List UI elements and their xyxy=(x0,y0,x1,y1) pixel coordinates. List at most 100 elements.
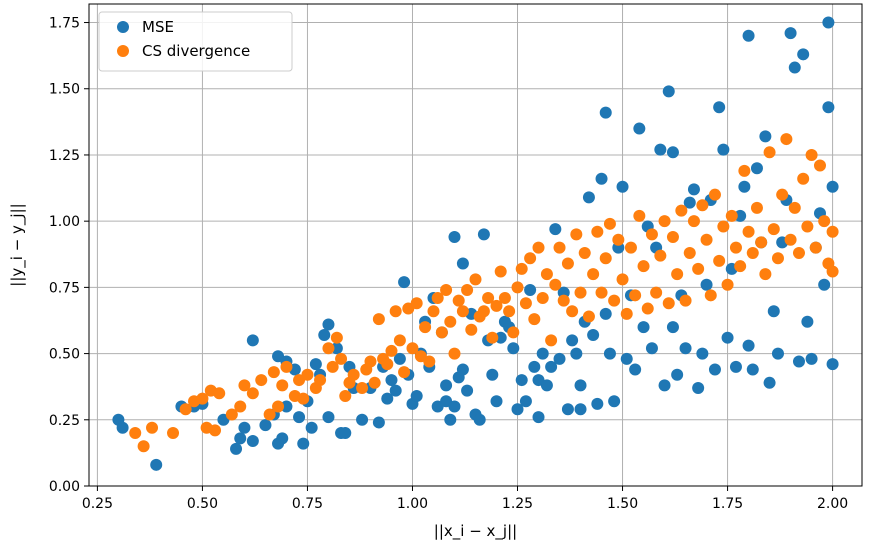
mse-point xyxy=(238,421,251,434)
mse-point xyxy=(532,411,545,424)
cs-divergence-point xyxy=(708,188,721,201)
mse-point xyxy=(574,403,587,416)
cs-divergence-point xyxy=(662,297,675,310)
cs-divergence-point xyxy=(452,294,465,307)
cs-divergence-point xyxy=(666,231,679,244)
cs-divergence-point xyxy=(356,382,369,395)
cs-divergence-point xyxy=(326,360,339,373)
mse-point xyxy=(599,106,612,119)
mse-point xyxy=(792,355,805,368)
cs-divergence-point xyxy=(477,305,490,318)
mse-point xyxy=(566,334,579,347)
cs-divergence-point xyxy=(528,313,541,326)
cs-divergence-point xyxy=(658,215,671,228)
mse-point xyxy=(620,352,633,365)
y-tick-label: 1.50 xyxy=(49,82,80,98)
mse-point xyxy=(801,315,814,328)
mse-point xyxy=(515,374,528,387)
cs-divergence-point xyxy=(490,299,503,312)
cs-divergence-point xyxy=(675,204,688,217)
mse-point xyxy=(440,379,453,392)
mse-point xyxy=(658,379,671,392)
cs-divergence-point xyxy=(368,376,381,389)
cs-divergence-point xyxy=(767,223,780,236)
cs-divergence-point xyxy=(301,368,314,381)
mse-point xyxy=(448,231,461,244)
mse-point xyxy=(297,437,310,450)
mse-point xyxy=(616,180,629,193)
y-tick-label: 1.75 xyxy=(49,16,80,32)
mse-point xyxy=(683,196,696,209)
cs-divergence-point xyxy=(137,440,150,453)
mse-point xyxy=(591,397,604,410)
cs-divergence-point xyxy=(209,424,222,437)
cs-divergence-point xyxy=(536,291,549,304)
cs-divergence-point xyxy=(545,334,558,347)
cs-divergence-point xyxy=(335,352,348,365)
mse-point xyxy=(524,284,537,297)
mse-point xyxy=(637,321,650,334)
cs-divergence-point xyxy=(826,225,839,238)
cs-divergence-point xyxy=(314,374,327,387)
cs-divergence-point xyxy=(263,408,276,421)
cs-divergence-point xyxy=(721,278,734,291)
x-tick-label: 0.50 xyxy=(187,496,218,512)
mse-point xyxy=(305,421,318,434)
cs-divergence-point xyxy=(322,342,335,355)
cs-divergence-point xyxy=(776,188,789,201)
cs-divergence-point xyxy=(482,291,495,304)
cs-divergence-point xyxy=(700,233,713,246)
mse-point xyxy=(150,458,163,471)
cs-divergence-point xyxy=(696,199,709,212)
y-tick-label: 1.00 xyxy=(49,214,80,230)
cs-divergence-point xyxy=(255,374,268,387)
mse-point xyxy=(322,411,335,424)
mse-point xyxy=(742,29,755,42)
cs-divergence-point xyxy=(389,305,402,318)
cs-divergence-point xyxy=(818,215,831,228)
mse-point xyxy=(692,382,705,395)
mse-point xyxy=(553,352,566,365)
cs-divergence-point xyxy=(440,284,453,297)
mse-point xyxy=(595,172,608,185)
mse-point xyxy=(750,162,763,175)
mse-point xyxy=(456,257,469,270)
mse-point xyxy=(713,101,726,114)
mse-point xyxy=(797,48,810,61)
cs-divergence-point xyxy=(267,366,280,379)
cs-divergence-point xyxy=(129,427,142,440)
mse-point xyxy=(456,363,469,376)
cs-divergence-point xyxy=(167,427,180,440)
mse-point xyxy=(759,130,772,143)
mse-point xyxy=(721,331,734,344)
legend-marker-cs-divergence xyxy=(117,45,129,57)
cs-divergence-point xyxy=(515,262,528,275)
cs-divergence-point xyxy=(540,268,553,281)
mse-point xyxy=(309,358,322,371)
mse-point xyxy=(322,318,335,331)
mse-point xyxy=(116,421,129,434)
cs-divergence-point xyxy=(347,368,360,381)
cs-divergence-point xyxy=(759,268,772,281)
mse-point xyxy=(330,342,343,355)
cs-divergence-point xyxy=(729,241,742,254)
cs-divergence-point xyxy=(591,225,604,238)
cs-divergence-point xyxy=(272,400,285,413)
cs-divergence-point xyxy=(633,209,646,222)
legend: MSE CS divergence xyxy=(98,11,293,72)
x-tick-label: 1.75 xyxy=(712,496,743,512)
mse-point xyxy=(700,278,713,291)
mse-point xyxy=(389,384,402,397)
cs-divergence-point xyxy=(578,246,591,259)
cs-divergence-point xyxy=(507,326,520,339)
cs-divergence-point xyxy=(461,284,474,297)
mse-point xyxy=(280,400,293,413)
cs-divergence-point xyxy=(557,294,570,307)
mse-point xyxy=(372,416,385,429)
cs-divergence-point xyxy=(595,286,608,299)
cs-divergence-point xyxy=(801,220,814,233)
cs-divergence-point xyxy=(780,133,793,146)
cs-divergence-point xyxy=(763,146,776,159)
legend-marker-mse xyxy=(117,21,129,33)
x-axis-ticks: 0.25 0.50 0.75 1.00 1.25 1.50 1.75 2.00 xyxy=(82,486,848,512)
